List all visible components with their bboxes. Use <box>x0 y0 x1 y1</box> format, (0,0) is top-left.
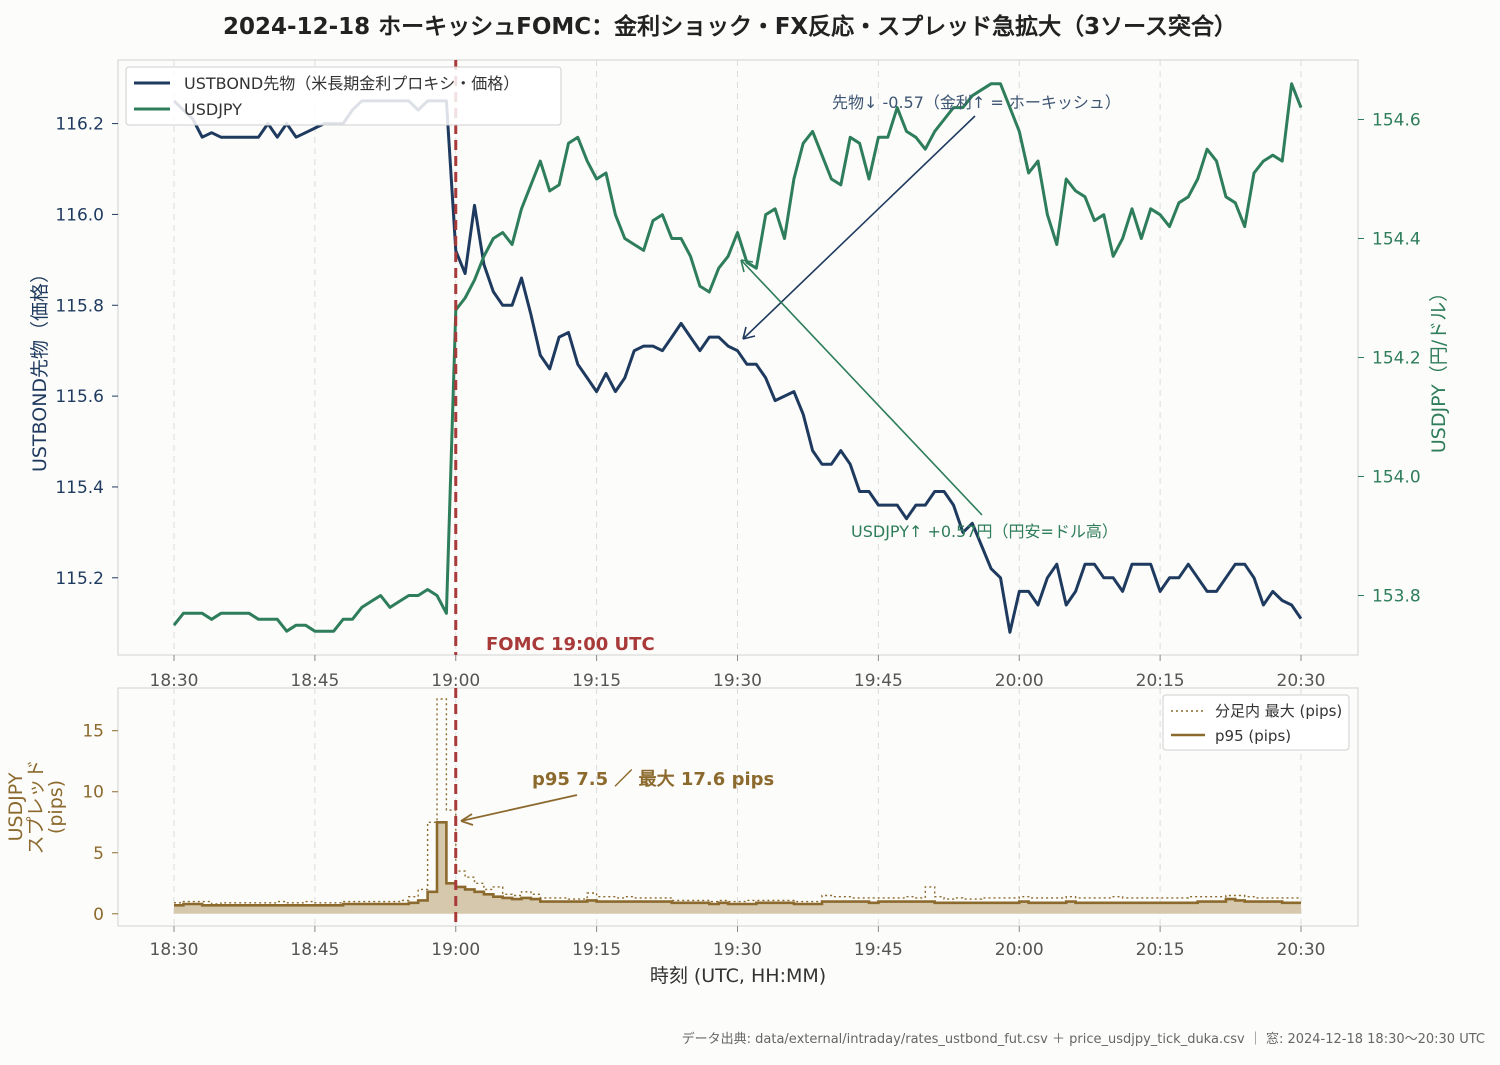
y-axis-label-bottom-line: (pips) <box>45 780 67 834</box>
bottom-x-tick-label: 20:00 <box>995 940 1044 960</box>
top-x-tick-label: 20:15 <box>1136 671 1185 691</box>
bottom-y-tick-label: 5 <box>93 844 104 864</box>
bottom-x-ticks: 18:30 18:45 19:00 19:15 19:30 19:45 20:00 20:15… <box>150 926 1326 960</box>
top-x-tick-label: 19:30 <box>713 671 762 691</box>
y-tick-label-left: 116.2 <box>55 115 104 135</box>
top-x-tick-label: 20:30 <box>1277 671 1326 691</box>
top-y-ticks-right: 153.8 154.0 154.2 154.4 154.6 <box>1358 111 1421 607</box>
top-panel: 18:30 18:45 19:00 19:15 19:30 19:45 20:00 20:15… <box>29 59 1450 691</box>
top-x-tick-label: 18:30 <box>150 671 199 691</box>
top-x-tick-label: 18:45 <box>290 671 339 691</box>
bottom-x-tick-label: 20:30 <box>1277 940 1326 960</box>
top-y-ticks-left: 115.2 115.4 115.6 115.8 116.0 116.2 <box>55 115 118 589</box>
y-tick-label-left: 115.6 <box>55 387 104 407</box>
bottom-y-tick-label: 0 <box>93 905 104 925</box>
annotation-arrowhead-bond <box>742 326 756 340</box>
bottom-x-tick-label: 18:30 <box>150 940 199 960</box>
annotation-arrow-bond <box>742 115 976 340</box>
y-tick-label-right: 154.2 <box>1372 349 1421 369</box>
legend-label-max: 分足内 最大 (pips) <box>1215 702 1342 720</box>
y-axis-label-bottom-line: スプレッド <box>25 759 47 854</box>
bottom-gridlines <box>173 688 1302 926</box>
top-x-tick-label: 19:00 <box>431 671 480 691</box>
y-axis-label-bottom: USDJPYスプレッド(pips) <box>5 759 67 854</box>
series-line-ustbond <box>172 99 1303 634</box>
y-axis-label-right: USDJPY（円/ドル） <box>1428 283 1450 453</box>
event-label: FOMC 19:00 UTC <box>486 634 655 655</box>
top-x-ticks: 18:30 18:45 19:00 19:15 19:30 19:45 20:00 20:15… <box>150 655 1326 691</box>
annotation-arrowhead-usdjpy <box>740 259 754 273</box>
annotation-arrowhead-spread <box>460 813 474 826</box>
y-tick-label-right: 154.0 <box>1372 468 1421 488</box>
legend-label-usdjpy: USDJPY <box>184 100 242 119</box>
annotation-bond: 先物↓ -0.57（金利↑ = ホーキッシュ） <box>832 93 1121 112</box>
x-axis-label: 時刻 (UTC, HH:MM) <box>650 965 826 987</box>
y-tick-label-right: 154.4 <box>1372 230 1421 250</box>
bottom-y-tick-label: 10 <box>82 783 104 803</box>
bottom-y-ticks: 0 5 10 15 <box>82 722 118 925</box>
legend-label-ustbond: USTBOND先物（米長期金利プロキシ・価格） <box>184 74 519 93</box>
top-legend: USTBOND先物（米長期金利プロキシ・価格） USDJPY <box>125 66 562 126</box>
bottom-x-tick-label: 20:15 <box>1136 940 1185 960</box>
y-axis-label-left: USTBOND先物（価格） <box>29 264 51 472</box>
y-tick-label-left: 115.8 <box>55 296 104 316</box>
y-tick-label-right: 154.6 <box>1372 111 1421 131</box>
series-line-max <box>174 698 1301 905</box>
y-axis-label-bottom-line: USDJPY <box>5 772 27 841</box>
annotation-spread: p95 7.5 ／ 最大 17.6 pips <box>532 768 774 790</box>
bottom-x-tick-label: 18:45 <box>290 940 339 960</box>
y-tick-label-left: 115.2 <box>55 569 104 589</box>
y-tick-label-right: 153.8 <box>1372 587 1421 607</box>
bottom-x-tick-label: 19:45 <box>854 940 903 960</box>
chart-title: 2024-12-18 ホーキッシュFOMC：金利ショック・FX反応・スプレッド急… <box>223 13 1237 40</box>
bottom-x-tick-label: 19:00 <box>431 940 480 960</box>
top-x-tick-label: 19:45 <box>854 671 903 691</box>
bottom-x-tick-label: 19:15 <box>572 940 621 960</box>
annotation-arrow-usdjpy <box>740 259 983 516</box>
annotation-arrow-spread <box>460 794 578 822</box>
y-tick-label-left: 116.0 <box>55 205 104 225</box>
series-line-p95 <box>174 821 1301 907</box>
series-area-p95 <box>174 822 1301 914</box>
bottom-panel: 18:30 18:45 19:00 19:15 19:30 19:45 20:00 20:15… <box>5 687 1359 960</box>
top-x-tick-label: 19:15 <box>572 671 621 691</box>
legend-label-p95: p95 (pips) <box>1215 727 1291 745</box>
series-line-usdjpy <box>172 82 1303 633</box>
top-x-tick-label: 20:00 <box>995 671 1044 691</box>
bottom-y-tick-label: 15 <box>82 722 104 742</box>
annotation-usdjpy: USDJPY↑ +0.57円（円安=ドル高） <box>851 522 1118 541</box>
bottom-x-tick-label: 19:30 <box>713 940 762 960</box>
bottom-legend: 分足内 最大 (pips) p95 (pips) <box>1162 694 1350 751</box>
source-note: データ出典: data/external/intraday/rates_ustb… <box>682 1031 1485 1047</box>
top-gridlines <box>173 60 1302 655</box>
y-tick-label-left: 115.4 <box>55 478 104 498</box>
